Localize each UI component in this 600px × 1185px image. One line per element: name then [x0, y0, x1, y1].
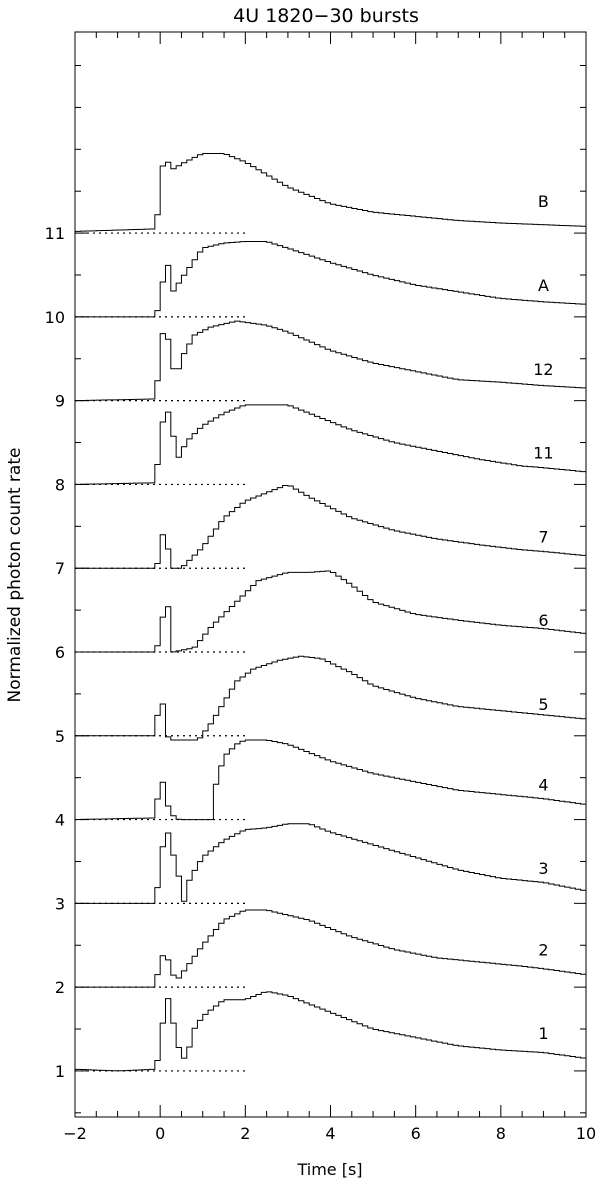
lightcurve-6 — [75, 570, 586, 653]
lightcurve-A — [75, 240, 586, 318]
y-tick-label: 8 — [55, 475, 65, 494]
series-label-4: 4 — [538, 775, 548, 794]
series-label-3: 3 — [538, 859, 548, 878]
y-tick-label: 7 — [55, 559, 65, 578]
x-tick-labels: −2 0 2 4 6 8 10 — [63, 1124, 596, 1143]
y-tick-label: 9 — [55, 392, 65, 411]
lightcurve-1 — [75, 991, 586, 1072]
lightcurves — [75, 152, 586, 1072]
axis-ticks — [74, 32, 587, 1117]
x-tick-label: 8 — [496, 1124, 506, 1143]
series-label-5: 5 — [538, 695, 548, 714]
y-tick-label: 6 — [55, 643, 65, 662]
lightcurve-5 — [75, 655, 586, 741]
lightcurve-3 — [75, 823, 586, 904]
preburst-levels — [75, 232, 246, 1072]
y-tick-label: 5 — [55, 727, 65, 746]
series-label-A: A — [538, 276, 549, 295]
series-label-6: 6 — [538, 611, 548, 630]
x-tick-label: 4 — [325, 1124, 335, 1143]
x-tick-label: 6 — [411, 1124, 421, 1143]
series-label-B: B — [538, 192, 549, 211]
series-label-1: 1 — [538, 1024, 548, 1043]
y-tick-label: 11 — [45, 224, 65, 243]
x-tick-label: −2 — [63, 1124, 87, 1143]
lightcurve-12 — [75, 320, 586, 402]
x-tick-label: 10 — [576, 1124, 596, 1143]
series-label-12: 12 — [533, 360, 553, 379]
lightcurve-4 — [75, 739, 586, 821]
series-label-2: 2 — [538, 940, 548, 959]
lightcurve-7 — [75, 484, 586, 569]
chart-title: 4U 1820−30 bursts — [233, 5, 419, 27]
y-tick-labels: 1 2 3 4 5 6 7 8 9 10 11 — [45, 224, 65, 1081]
y-tick-label: 10 — [45, 308, 65, 327]
y-tick-label: 3 — [55, 894, 65, 913]
lightcurve-11 — [75, 404, 586, 485]
y-tick-label: 4 — [55, 811, 65, 830]
series-label-11: 11 — [533, 444, 553, 463]
lightcurve-2 — [75, 909, 586, 988]
series-label-7: 7 — [538, 527, 548, 546]
y-tick-label: 1 — [55, 1062, 65, 1081]
y-tick-label: 2 — [55, 978, 65, 997]
x-tick-label: 2 — [240, 1124, 250, 1143]
lightcurve-B — [75, 152, 586, 232]
plot-frame — [74, 31, 587, 1118]
y-axis-label: Normalized photon count rate — [5, 448, 25, 703]
x-axis-label: Time [s] — [296, 1160, 362, 1179]
x-tick-label: 0 — [155, 1124, 165, 1143]
